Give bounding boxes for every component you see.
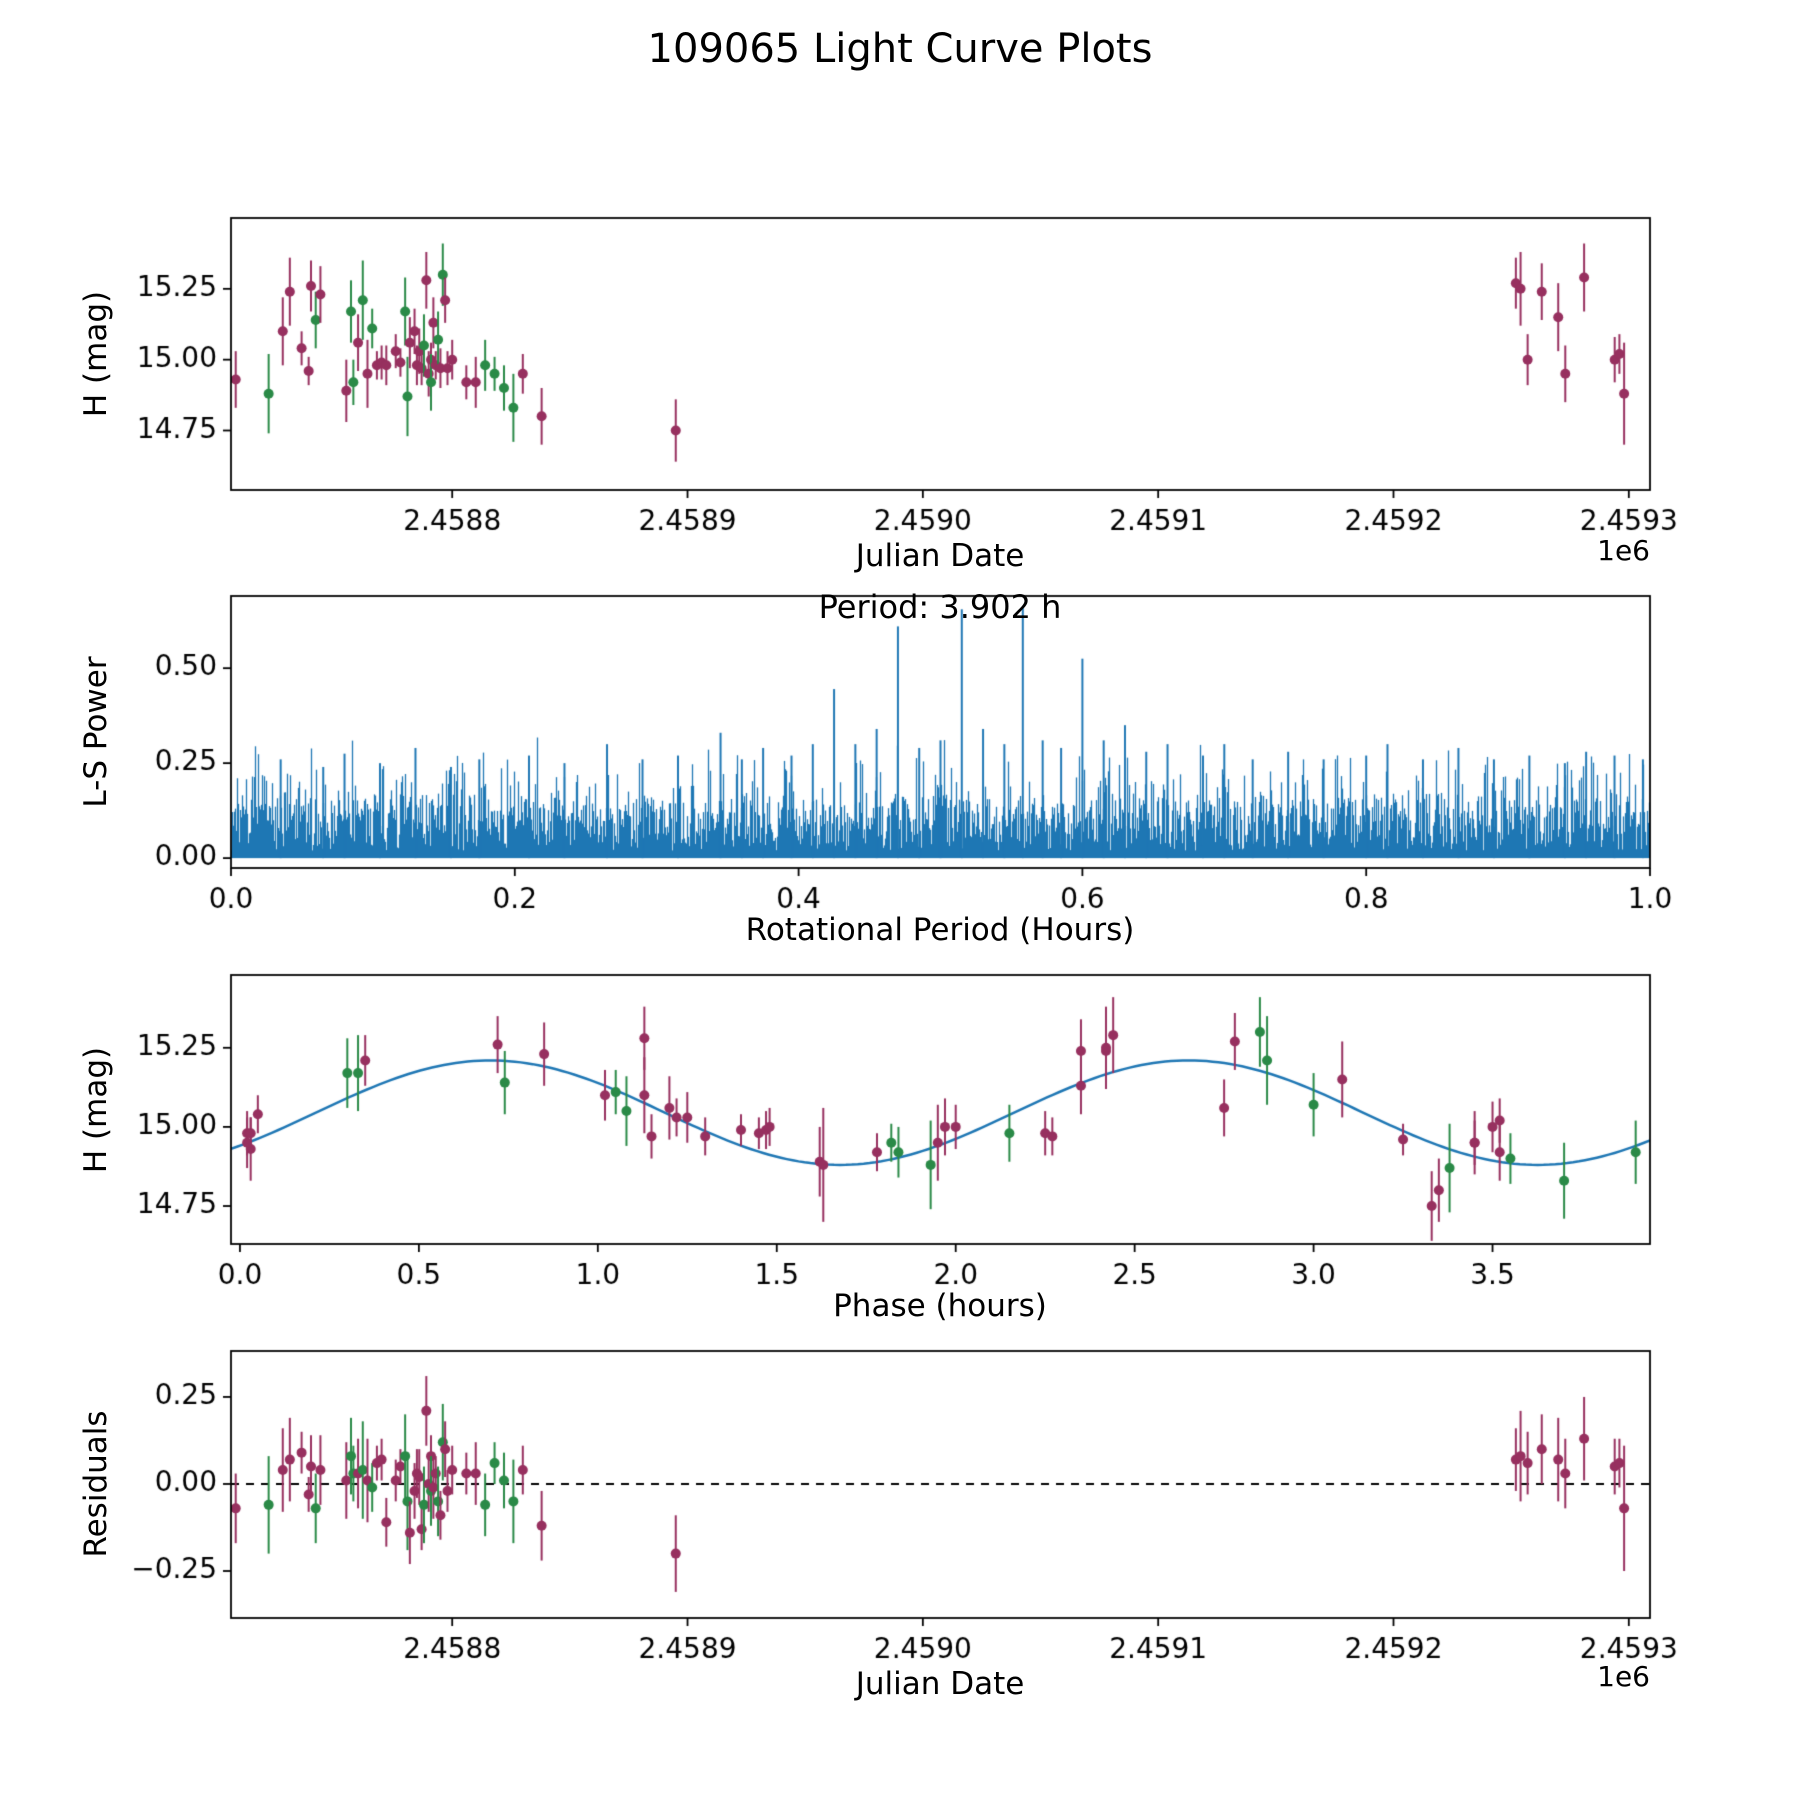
plot3-y-axis-label: H (mag) bbox=[78, 1046, 114, 1174]
plot2-x-axis-label: Rotational Period (Hours) bbox=[745, 912, 1135, 948]
plot4-x-offset-label: 1e6 bbox=[1597, 1660, 1650, 1693]
plot1-y-axis-label: H (mag) bbox=[78, 290, 114, 418]
figure-title: 109065 Light Curve Plots bbox=[647, 26, 1153, 72]
plot2-y-axis-label: L-S Power bbox=[78, 656, 114, 808]
plot4-x-axis-label: Julian Date bbox=[855, 1666, 1025, 1702]
plot4-y-axis-label: Residuals bbox=[78, 1410, 114, 1558]
plot1-x-axis-label: Julian Date bbox=[855, 538, 1025, 574]
plot1-x-offset-label: 1e6 bbox=[1597, 534, 1650, 567]
periodogram-period-annotation: Period: 3.902 h bbox=[818, 588, 1062, 626]
plot3-x-axis-label: Phase (hours) bbox=[833, 1288, 1047, 1324]
